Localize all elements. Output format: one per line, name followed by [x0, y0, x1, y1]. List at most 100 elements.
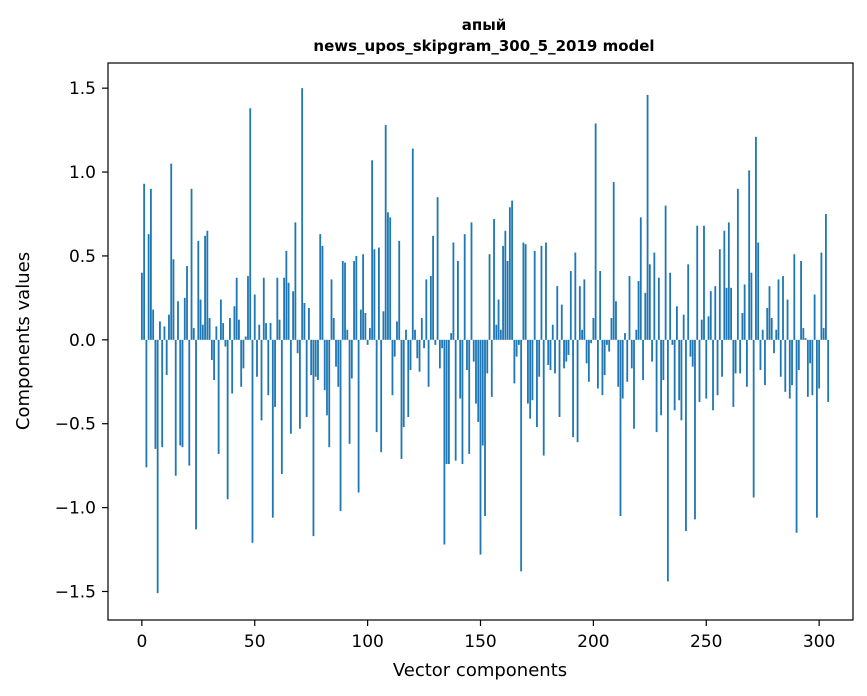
- bar-component-30: [208, 318, 211, 340]
- bar-component-244: [691, 339, 694, 367]
- bar-component-24: [195, 339, 197, 530]
- bar-component-36: [222, 323, 225, 340]
- bar-component-290: [795, 339, 798, 533]
- bar-component-196: [583, 279, 586, 340]
- bar-component-123: [418, 339, 421, 372]
- bar-component-140: [457, 260, 459, 340]
- bar-component-141: [459, 339, 462, 399]
- bar-component-116: [402, 339, 405, 428]
- bar-component-258: [723, 230, 726, 340]
- y-tick-label: −0.5: [55, 415, 96, 435]
- bar-component-83: [328, 339, 331, 448]
- bar-component-128: [429, 276, 432, 340]
- bar-component-49: [251, 339, 254, 543]
- bar-component-156: [493, 219, 495, 340]
- bar-component-287: [788, 339, 791, 399]
- bar-component-210: [615, 301, 617, 340]
- bar-component-23: [192, 328, 195, 340]
- bar-component-171: [527, 339, 529, 404]
- bar-component-209: [612, 182, 615, 340]
- bar-component-275: [761, 329, 764, 340]
- bar-component-149: [477, 339, 480, 423]
- bar-component-93: [350, 339, 353, 379]
- bar-component-137: [450, 333, 453, 340]
- bar-component-215: [626, 339, 629, 382]
- bar-component-248: [700, 319, 703, 340]
- bar-component-276: [764, 339, 766, 386]
- bar-component-122: [416, 339, 419, 359]
- bar-component-94: [353, 260, 355, 340]
- bar-component-17: [179, 339, 182, 446]
- bar-component-264: [736, 188, 739, 340]
- bar-component-187: [563, 339, 565, 369]
- bar-component-65: [287, 282, 290, 340]
- bar-component-178: [542, 339, 545, 456]
- bar-component-39: [229, 318, 231, 340]
- bar-component-185: [558, 339, 561, 417]
- bar-component-106: [380, 339, 383, 453]
- bar-component-84: [330, 279, 333, 340]
- bar-component-51: [256, 339, 258, 377]
- bar-component-303: [825, 213, 827, 340]
- bar-component-52: [258, 324, 261, 340]
- bar-component-165: [513, 339, 516, 384]
- bar-component-225: [648, 264, 651, 340]
- bar-component-233: [666, 339, 669, 582]
- bar-component-90: [344, 262, 346, 340]
- bar-component-5: [152, 309, 155, 340]
- bar-component-295: [806, 339, 809, 397]
- bar-component-79: [319, 234, 322, 340]
- bar-component-186: [560, 304, 563, 340]
- bar-component-135: [445, 339, 448, 464]
- bar-component-124: [420, 318, 423, 340]
- bar-component-97: [359, 309, 362, 340]
- bar-component-281: [775, 329, 778, 340]
- bar-component-278: [768, 286, 771, 340]
- bar-component-172: [529, 339, 532, 419]
- bar-component-222: [642, 339, 644, 381]
- bar-component-91: [346, 329, 349, 340]
- bar-component-148: [475, 339, 477, 404]
- bar-component-240: [682, 314, 685, 340]
- bar-component-58: [271, 339, 274, 518]
- bar-component-3: [147, 234, 150, 340]
- y-tick-label: 1.5: [69, 79, 96, 99]
- bar-component-277: [766, 307, 769, 340]
- bar-component-234: [669, 272, 672, 340]
- bar-component-190: [569, 271, 572, 340]
- bar-component-183: [554, 339, 556, 374]
- bar-component-293: [802, 328, 805, 340]
- bar-component-132: [438, 339, 441, 369]
- plot-frame: [107, 62, 854, 621]
- bar-component-71: [301, 88, 304, 340]
- bar-component-119: [409, 339, 412, 371]
- bar-component-189: [567, 339, 570, 355]
- bar-component-288: [791, 339, 793, 386]
- bar-component-291: [797, 339, 800, 371]
- bar-component-147: [472, 339, 475, 362]
- bar-component-133: [441, 339, 444, 349]
- bar-component-184: [556, 286, 559, 340]
- bar-component-64: [285, 250, 288, 340]
- bar-component-47: [247, 276, 249, 340]
- bar-component-1: [143, 183, 146, 340]
- bar-component-207: [608, 339, 611, 352]
- bar-component-134: [443, 339, 446, 545]
- bar-component-279: [770, 318, 773, 340]
- bar-component-252: [709, 291, 712, 340]
- bar-component-163: [508, 207, 511, 340]
- bar-component-55: [265, 323, 267, 340]
- bar-component-297: [811, 339, 814, 396]
- bar-component-259: [725, 287, 728, 340]
- bar-component-28: [204, 235, 206, 340]
- bar-component-229: [657, 277, 660, 340]
- bar-component-223: [644, 292, 647, 340]
- bar-component-218: [633, 339, 635, 429]
- bar-component-100: [366, 339, 369, 345]
- bar-component-157: [495, 324, 498, 340]
- bar-component-126: [425, 279, 428, 340]
- bar-component-88: [339, 339, 342, 511]
- bar-component-29: [206, 230, 209, 340]
